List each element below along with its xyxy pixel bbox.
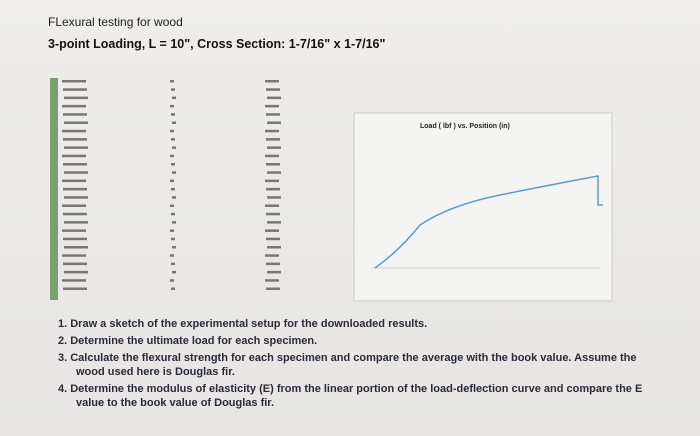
- sheet-cell: [171, 163, 175, 166]
- sheet-cell: [266, 138, 280, 141]
- sheet-cell: [62, 254, 86, 257]
- sheet-cell: [171, 88, 175, 91]
- sheet-cell: [267, 146, 281, 149]
- task: 4. Determine the modulus of elasticity (…: [58, 383, 643, 409]
- chart-frame: [353, 112, 613, 302]
- title: FLexural testing for wood: [48, 15, 183, 29]
- sheet-cell: [170, 204, 174, 207]
- task-list: 1. Draw a sketch of the experimental set…: [58, 317, 658, 413]
- sheet-cell: [265, 279, 279, 282]
- sheet-cell: [172, 270, 176, 274]
- sheet-cell: [171, 237, 175, 241]
- sheet-cell: [62, 179, 86, 183]
- sheet-cell: [267, 246, 281, 249]
- sheet-cell: [62, 104, 86, 108]
- task: 1. Draw a sketch of the experimental set…: [58, 318, 428, 330]
- sheet-cell: [266, 287, 280, 290]
- sheet-cell: [171, 138, 175, 141]
- sheet-cell: [170, 254, 174, 257]
- sheet-cell: [267, 270, 281, 274]
- sheet-cell: [172, 96, 176, 100]
- sheet-cell: [63, 287, 87, 290]
- sheet-cell: [265, 229, 279, 232]
- sheet-cell: [266, 163, 280, 166]
- sheet-cell: [265, 254, 279, 257]
- sheet-cell: [266, 262, 280, 266]
- sheet-cell: [62, 204, 86, 207]
- sheet-cell: [267, 171, 281, 174]
- sheet-cell: [171, 262, 175, 266]
- sheet-cell: [172, 221, 176, 224]
- sheet-cell: [267, 121, 281, 124]
- row-header: [50, 78, 58, 300]
- sheet-cell: [265, 154, 279, 158]
- sheet-cell: [267, 196, 281, 199]
- sheet-rows: [62, 80, 281, 290]
- sheet-cell: [63, 113, 87, 116]
- task: 2. Determine the ultimate load for each …: [58, 335, 318, 347]
- sheet-cell: [63, 212, 87, 216]
- sheet-cell: [171, 212, 175, 216]
- sheet-cell: [64, 221, 88, 224]
- sheet-cell: [266, 237, 280, 241]
- sheet-cell: [267, 96, 281, 100]
- sheet-cell: [266, 113, 280, 116]
- sheet-cell: [265, 80, 279, 83]
- sheet-cell: [170, 129, 174, 133]
- sheet-cell: [170, 179, 174, 183]
- sheet-cell: [170, 80, 174, 83]
- sheet-cell: [266, 212, 280, 216]
- sheet-cell: [172, 146, 176, 149]
- sheet-cell: [172, 121, 176, 124]
- sheet-cell: [265, 129, 279, 133]
- sheet-cell: [62, 279, 86, 282]
- subtitle: 3-point Loading, L = 10", Cross Section:…: [48, 37, 386, 51]
- sheet-cell: [171, 287, 175, 290]
- chart-curve: [374, 175, 603, 269]
- sheet-cell: [62, 154, 86, 158]
- sheet-cell: [265, 204, 279, 207]
- sheet-cell: [171, 187, 175, 191]
- sheet-cell: [62, 80, 86, 83]
- sheet-cell: [172, 246, 176, 249]
- sheet-cell: [170, 154, 174, 158]
- sheet-cell: [63, 138, 87, 141]
- sheet-cell: [266, 88, 280, 91]
- sheet-cell: [63, 88, 87, 91]
- sheet-cell: [170, 229, 174, 232]
- sheet-cell: [170, 279, 174, 282]
- sheet-cell: [64, 246, 88, 249]
- sheet-cell: [170, 104, 174, 108]
- sheet-cell: [63, 163, 87, 166]
- chart-title: Load ( lbf ) vs. Position (in): [420, 123, 510, 130]
- sheet-cell: [64, 196, 88, 199]
- sheet-cell: [64, 96, 88, 100]
- sheet-cell: [63, 262, 87, 266]
- sheet-cell: [267, 221, 281, 224]
- sheet-cell: [172, 171, 176, 174]
- sheet-cell: [64, 270, 88, 274]
- sheet-cell: [63, 187, 87, 191]
- sheet-cell: [62, 229, 86, 232]
- sheet-cell: [63, 237, 87, 241]
- sheet-cell: [266, 187, 280, 191]
- sheet-cell: [64, 146, 88, 149]
- sheet-cell: [171, 113, 175, 116]
- sheet-cell: [64, 121, 88, 124]
- sheet-cell: [172, 196, 176, 199]
- sheet-cell: [265, 104, 279, 108]
- sheet-cell: [64, 171, 88, 174]
- sheet-cell: [265, 179, 279, 183]
- task: 3. Calculate the flexural strength for e…: [58, 352, 637, 378]
- sheet-cell: [62, 129, 86, 133]
